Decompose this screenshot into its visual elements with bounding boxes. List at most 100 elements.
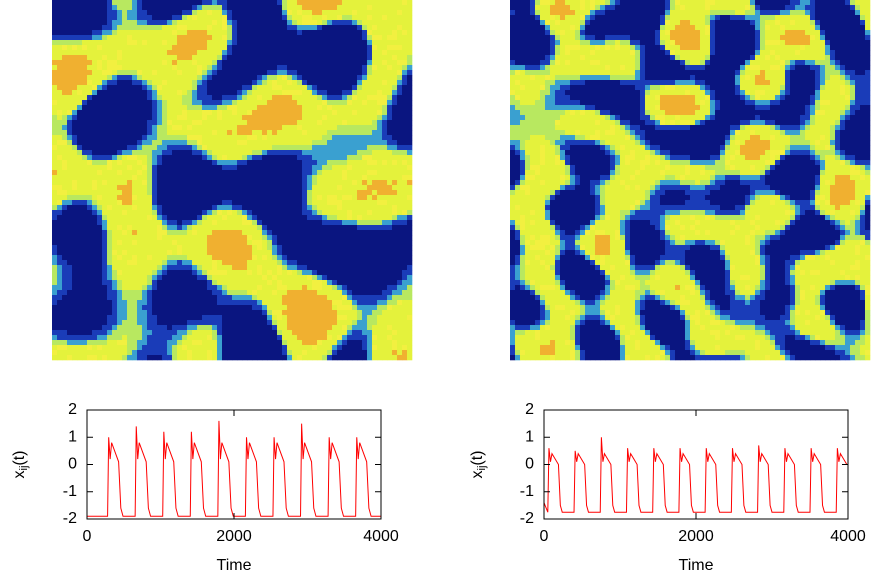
pixel (102, 50, 107, 55)
pixel (372, 55, 377, 60)
pixel (207, 325, 212, 330)
pixel (82, 325, 87, 330)
pixel (347, 285, 352, 290)
pixel (57, 300, 62, 305)
pixel (222, 265, 227, 270)
pixel (177, 255, 182, 260)
pixel (102, 200, 107, 205)
pixel (257, 265, 262, 270)
pixel (87, 235, 92, 240)
pixel (162, 280, 167, 285)
pixel (297, 340, 302, 345)
pixel (187, 120, 192, 125)
pixel (267, 240, 272, 245)
pixel (287, 35, 292, 40)
pixel (347, 40, 352, 45)
pixel (357, 240, 362, 245)
pixel (132, 150, 137, 155)
pixel (232, 305, 237, 310)
pixel (252, 320, 257, 325)
pixel (372, 85, 377, 90)
pixel (257, 205, 262, 210)
pixel (407, 300, 412, 305)
pixel (167, 70, 172, 75)
pixel (52, 145, 57, 150)
pixel (142, 305, 147, 310)
pixel (402, 160, 407, 165)
pixel (77, 125, 82, 130)
pixel (62, 340, 67, 345)
pixel (372, 65, 377, 70)
pixel (322, 150, 327, 155)
pixel (122, 290, 127, 295)
pixel (282, 5, 287, 10)
pixel (362, 250, 367, 255)
pixel (187, 315, 192, 320)
pixel (102, 325, 107, 330)
pixel (337, 40, 342, 45)
pixel (72, 345, 77, 350)
pixel (212, 110, 217, 115)
pixel (127, 205, 132, 210)
pixel (337, 295, 342, 300)
pixel (367, 195, 372, 200)
pixel (117, 50, 122, 55)
pixel (127, 220, 132, 225)
pixel (182, 300, 187, 305)
pixel (287, 105, 292, 110)
pixel (212, 200, 217, 205)
pixel (242, 35, 247, 40)
pixel (252, 305, 257, 310)
pixel (157, 320, 162, 325)
pixel (152, 330, 157, 335)
pixel (182, 285, 187, 290)
pixel (207, 145, 212, 150)
pixel (62, 165, 67, 170)
pixel (217, 205, 222, 210)
pixel (112, 90, 117, 95)
pixel (172, 25, 177, 30)
pixel (342, 25, 347, 30)
pixel (257, 325, 262, 330)
pixel (77, 225, 82, 230)
pixel (327, 205, 332, 210)
pixel (242, 220, 247, 225)
pixel (322, 135, 327, 140)
pixel (172, 30, 177, 35)
pixel (252, 135, 257, 140)
pixel (57, 320, 62, 325)
pixel (197, 290, 202, 295)
pixel (372, 300, 377, 305)
pixel (367, 255, 372, 260)
pixel (277, 310, 282, 315)
pixel (237, 310, 242, 315)
pixel (307, 70, 312, 75)
pixel (122, 0, 127, 5)
pixel (92, 75, 97, 80)
pixel (212, 20, 217, 25)
pixel (362, 335, 367, 340)
pixel (287, 285, 292, 290)
pixel (217, 250, 222, 255)
pixel (87, 90, 92, 95)
pixel (347, 155, 352, 160)
pixel (302, 230, 307, 235)
pixel (67, 40, 72, 45)
pixel (172, 165, 177, 170)
pixel (167, 245, 172, 250)
pixel (227, 275, 232, 280)
pixel (397, 215, 402, 220)
pixel (367, 320, 372, 325)
pixel (102, 80, 107, 85)
pixel (387, 155, 392, 160)
pixel (112, 305, 117, 310)
pixel (227, 280, 232, 285)
pixel (327, 90, 332, 95)
pixel (72, 55, 77, 60)
pixel (57, 135, 62, 140)
pixel (287, 0, 292, 5)
pixel (112, 315, 117, 320)
pixel (302, 195, 307, 200)
pixel (272, 315, 277, 320)
pixel (67, 325, 72, 330)
